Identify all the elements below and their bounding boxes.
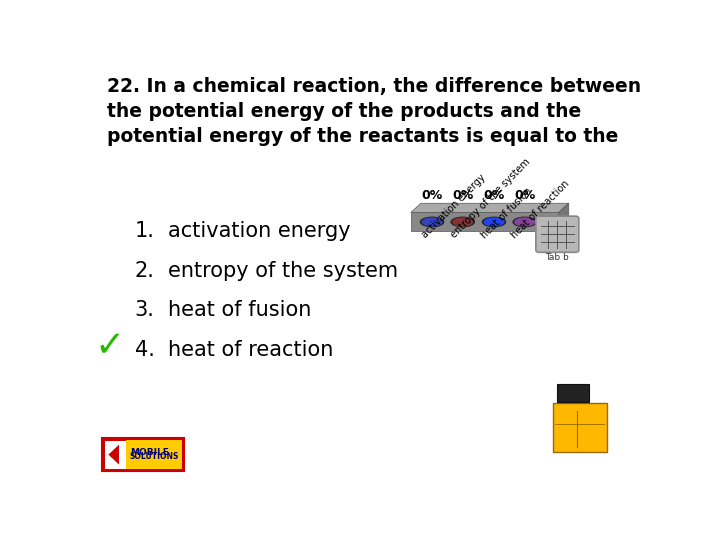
Text: Tab b: Tab b	[546, 253, 570, 262]
Ellipse shape	[483, 218, 505, 227]
Polygon shape	[411, 212, 559, 231]
Text: heat of reaction: heat of reaction	[510, 178, 572, 240]
Text: 0%: 0%	[421, 190, 443, 202]
Text: 4.: 4.	[135, 340, 155, 360]
Text: 2.: 2.	[135, 261, 155, 281]
Text: activation energy: activation energy	[420, 173, 488, 240]
FancyBboxPatch shape	[105, 441, 127, 469]
FancyBboxPatch shape	[126, 440, 181, 469]
Text: 0%: 0%	[514, 190, 535, 202]
Text: activation energy: activation energy	[168, 221, 351, 241]
Text: 0%: 0%	[483, 190, 505, 202]
Text: 3.: 3.	[135, 300, 155, 320]
Ellipse shape	[482, 217, 506, 227]
FancyBboxPatch shape	[552, 403, 607, 452]
Text: heat of reaction: heat of reaction	[168, 340, 333, 360]
FancyBboxPatch shape	[557, 384, 589, 402]
Polygon shape	[411, 203, 569, 212]
Ellipse shape	[421, 218, 443, 227]
Text: heat of fusion: heat of fusion	[480, 186, 534, 240]
Text: ✓: ✓	[94, 329, 125, 363]
Text: entropy of the system: entropy of the system	[449, 157, 533, 240]
Ellipse shape	[451, 217, 475, 227]
Ellipse shape	[420, 217, 444, 227]
FancyBboxPatch shape	[536, 216, 579, 252]
Text: 0%: 0%	[452, 190, 473, 202]
Text: MOBILE: MOBILE	[130, 448, 168, 457]
FancyBboxPatch shape	[102, 438, 184, 471]
Text: 1.: 1.	[135, 221, 155, 241]
Polygon shape	[109, 444, 119, 464]
Text: 22. In a chemical reaction, the difference between
the potential energy of the p: 22. In a chemical reaction, the differen…	[107, 77, 641, 146]
Text: heat of fusion: heat of fusion	[168, 300, 312, 320]
Text: SOLUTIONS: SOLUTIONS	[130, 453, 179, 462]
Polygon shape	[559, 203, 569, 231]
Ellipse shape	[513, 217, 537, 227]
Text: entropy of the system: entropy of the system	[168, 261, 398, 281]
Ellipse shape	[452, 218, 473, 227]
Ellipse shape	[514, 218, 535, 227]
